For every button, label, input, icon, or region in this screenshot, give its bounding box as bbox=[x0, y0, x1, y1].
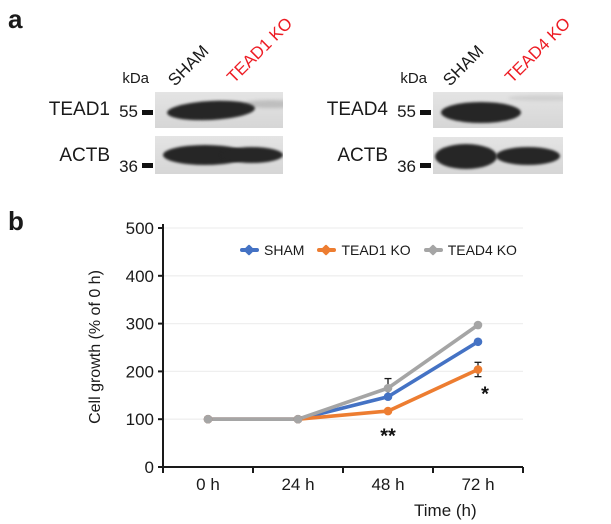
protein-label-tead1: TEAD1 bbox=[48, 99, 110, 120]
data-point-tead4-ko bbox=[473, 320, 483, 330]
x-tick-label: 48 h bbox=[371, 475, 404, 494]
legend-label: SHAM bbox=[264, 242, 305, 258]
protein-label-actb-right: ACTB bbox=[337, 145, 388, 166]
data-point-tead4-ko bbox=[293, 414, 303, 424]
y-tick-label: 500 bbox=[126, 219, 154, 238]
mw-tick bbox=[142, 163, 153, 168]
blot-band-ko-actb bbox=[496, 147, 560, 165]
blot-image-tead1 bbox=[155, 92, 283, 128]
mw-tick bbox=[142, 110, 153, 115]
legend-item-tead1-ko: TEAD1 KO bbox=[317, 242, 411, 258]
mw-label-55: 55 bbox=[397, 102, 416, 121]
legend-marker-tead1-ko-icon bbox=[317, 243, 337, 256]
legend-marker-tead4-ko-icon bbox=[423, 243, 443, 256]
significance-annotation: ** bbox=[380, 426, 396, 448]
blot-band-ko-tead4-faint bbox=[508, 95, 563, 101]
data-point-tead4-ko bbox=[203, 414, 213, 424]
x-tick-label: 0 h bbox=[196, 475, 220, 494]
data-point-sham bbox=[383, 392, 393, 402]
y-tick-label: 100 bbox=[126, 410, 154, 429]
blot-band-sham-tead4 bbox=[441, 102, 521, 123]
y-tick-label: 0 bbox=[145, 458, 154, 477]
data-point-tead1-ko bbox=[383, 406, 393, 416]
protein-label-tead4: TEAD4 bbox=[326, 99, 388, 120]
mw-label-55: 55 bbox=[119, 102, 138, 121]
kda-unit-label: kDa bbox=[122, 70, 149, 87]
kda-unit-label: kDa bbox=[400, 70, 427, 87]
diamond-icon bbox=[320, 243, 333, 256]
blot-image-actb-left bbox=[155, 136, 283, 174]
data-point-sham bbox=[473, 337, 483, 347]
x-tick-label: 72 h bbox=[461, 475, 494, 494]
significance-annotation: * bbox=[481, 384, 489, 406]
y-tick-label: 400 bbox=[126, 267, 154, 286]
mw-tick bbox=[420, 163, 431, 168]
diamond-icon bbox=[243, 243, 255, 256]
legend-item-tead4-ko: TEAD4 KO bbox=[423, 242, 517, 258]
diamond-icon bbox=[427, 243, 439, 256]
legend-label: TEAD1 KO bbox=[341, 242, 411, 258]
blot-image-tead4 bbox=[433, 92, 563, 128]
blot-band-ko-tead1-faint bbox=[243, 100, 283, 108]
blot-band-ko-actb bbox=[221, 147, 283, 163]
mw-tick bbox=[420, 110, 431, 115]
blot-image-actb-right bbox=[433, 137, 563, 174]
blot-band-sham-actb bbox=[435, 144, 497, 169]
x-axis-title: Time (h) bbox=[414, 501, 477, 520]
y-tick-label: 300 bbox=[126, 315, 154, 334]
series-line-tead1-ko bbox=[206, 367, 480, 422]
chart-legend: SHAM TEAD1 KO TEAD4 KO bbox=[240, 242, 517, 258]
panel-b-label: b bbox=[8, 206, 24, 236]
legend-marker-sham-icon bbox=[240, 243, 259, 256]
data-point-tead4-ko bbox=[383, 383, 393, 393]
series-line-tead4-ko bbox=[206, 323, 480, 422]
panel-a-label: a bbox=[8, 4, 23, 34]
mw-label-36: 36 bbox=[397, 157, 416, 176]
protein-label-actb-left: ACTB bbox=[59, 145, 110, 166]
data-point-tead1-ko bbox=[473, 365, 483, 374]
legend-item-sham: SHAM bbox=[240, 242, 304, 258]
mw-label-36: 36 bbox=[119, 157, 138, 176]
y-tick-label: 200 bbox=[126, 362, 154, 381]
legend-label: TEAD4 KO bbox=[447, 242, 517, 258]
x-tick-label: 24 h bbox=[281, 475, 314, 494]
